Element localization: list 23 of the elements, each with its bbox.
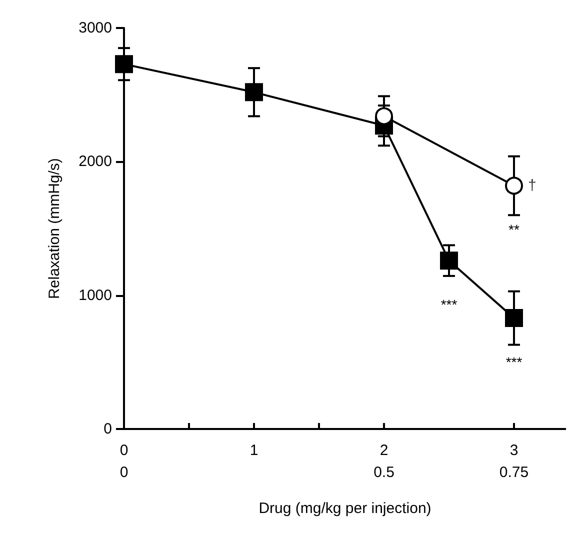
- point: [375, 107, 393, 126]
- x2-tick-label: 0: [120, 464, 128, 481]
- annotation: †: [528, 177, 536, 194]
- data-label: **: [508, 222, 520, 238]
- x2-tick-label: 0.75: [499, 464, 529, 481]
- x-tick-label: 0: [120, 442, 128, 459]
- x-axis-title: Drug (mg/kg per injection): [258, 500, 432, 517]
- y-axis-title: Relaxation (mmHg/s): [46, 158, 63, 299]
- y-tick-label: 1000: [78, 286, 112, 304]
- x2-tick-label: 0.5: [374, 464, 394, 481]
- data-label: ***: [440, 296, 458, 313]
- data-label: ***: [506, 354, 523, 370]
- y-tick-label: 3000: [78, 20, 112, 36]
- point: [440, 252, 458, 270]
- point: [245, 83, 263, 102]
- y-tick-label: 0: [104, 420, 112, 438]
- y-tick-label: 2000: [78, 153, 112, 170]
- x-tick-label: 2: [380, 442, 388, 459]
- point: [505, 176, 523, 195]
- x-tick-label: 3: [510, 442, 518, 459]
- point: [115, 55, 133, 74]
- x-tick-label: 1: [250, 442, 258, 459]
- point: [505, 309, 523, 328]
